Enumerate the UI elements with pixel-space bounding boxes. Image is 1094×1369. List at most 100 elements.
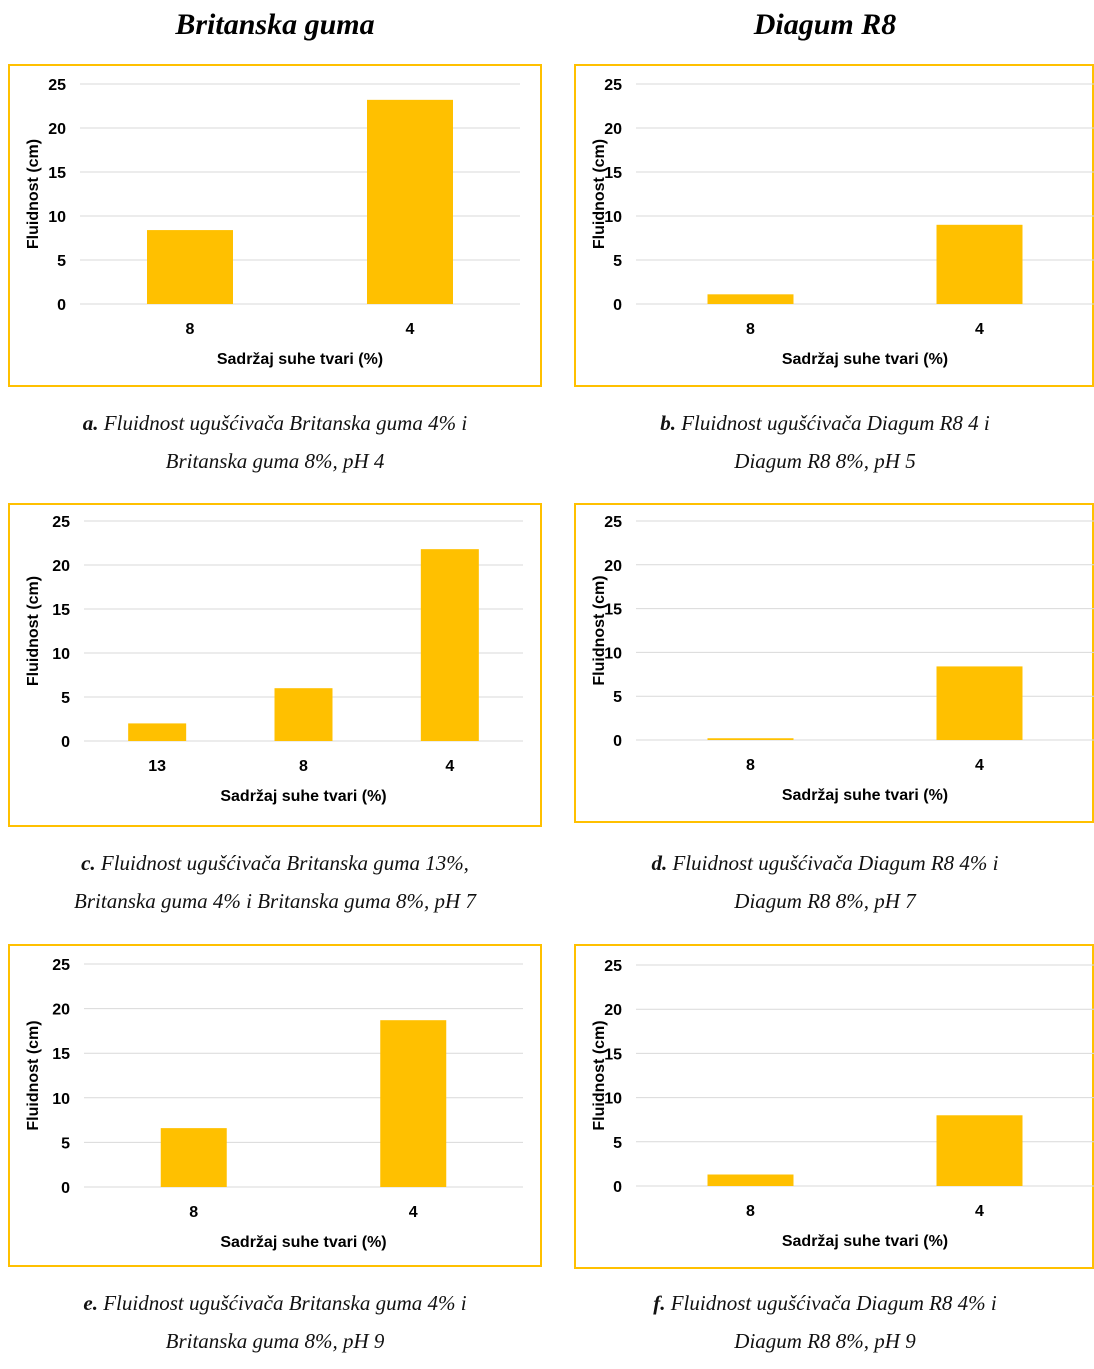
caption-b-letter: b. xyxy=(660,411,676,435)
chart-d-xtick-label: 8 xyxy=(746,757,755,774)
caption-c-letter: c. xyxy=(81,851,96,875)
caption-f-line2: Diagum R8 8%, pH 9 xyxy=(734,1329,916,1353)
chart-d-ytick-label: 0 xyxy=(613,733,622,750)
chart-d-svg: 0 5 10 15 20 25 8 4 Sadržaj suhe tvari (%) Fluidn… xyxy=(574,503,1094,823)
chart-f-bar-8 xyxy=(707,1174,794,1186)
chart-e-xtick-label: 4 xyxy=(409,1204,418,1221)
chart-d-ytick-label: 15 xyxy=(604,602,622,619)
chart-d-frame xyxy=(574,503,1094,823)
chart-c-xtick-label: 8 xyxy=(299,758,308,775)
chart-e-ytick-label: 10 xyxy=(52,1091,70,1108)
chart-e-ylabel: Fluidnost (cm) xyxy=(25,1020,42,1130)
chart-d-ytick-label: 20 xyxy=(604,558,622,575)
chart-c-ytick-label: 5 xyxy=(61,690,70,707)
chart-a-xtick-label: 8 xyxy=(186,321,195,338)
chart-c-ytick-label: 0 xyxy=(61,734,70,751)
chart-f-xtick-label: 4 xyxy=(975,1203,984,1220)
chart-e-ytick-label: 25 xyxy=(52,957,70,974)
chart-e-xtick-label: 8 xyxy=(189,1204,198,1221)
caption-f-letter: f. xyxy=(653,1291,666,1315)
caption-e-line2: Britanska guma 8%, pH 9 xyxy=(165,1329,385,1353)
chart-b-bar-8 xyxy=(707,294,794,304)
chart-d-ytick-label: 10 xyxy=(604,645,622,662)
chart-d-xlabel: Sadržaj suhe tvari (%) xyxy=(782,787,948,804)
chart-d-ytick-label: 5 xyxy=(613,689,622,706)
chart-b-svg: 0 5 10 15 20 25 8 4 Sadržaj suhe tvari (%) Fluidn… xyxy=(574,64,1094,387)
caption-e-line1: Fluidnost ugušćivača Britanska guma 4% i xyxy=(97,1291,467,1315)
chart-panel-b: 0 5 10 15 20 25 8 4 Sadržaj suhe tvari (%) Fluidn… xyxy=(574,64,1094,387)
chart-panel-c: 0 5 10 15 20 25 13 8 4 Sadržaj suhe tvari (%) Flui… xyxy=(8,503,542,827)
chart-a-ytick-label: 5 xyxy=(57,253,66,270)
chart-b-ytick-label: 15 xyxy=(604,165,622,182)
chart-c-xtick-label: 13 xyxy=(148,758,166,775)
chart-f-ytick-label: 10 xyxy=(604,1091,622,1108)
caption-f: f. Fluidnost ugušćivača Diagum R8 4% i D… xyxy=(555,1284,1094,1360)
chart-f-ytick-label: 20 xyxy=(604,1002,622,1019)
chart-d-ytick-label: 25 xyxy=(604,514,622,531)
chart-d-ylabel: Fluidnost (cm) xyxy=(591,575,608,685)
caption-d-line1: Fluidnost ugušćivača Diagum R8 4% i xyxy=(667,851,999,875)
chart-a-xtick-label: 4 xyxy=(406,321,415,338)
chart-b-xlabel: Sadržaj suhe tvari (%) xyxy=(782,351,948,368)
chart-e-ytick-label: 15 xyxy=(52,1046,70,1063)
chart-panel-a: 0 5 10 15 20 25 8 4 Sadržaj suhe tvari (%) Fluidn… xyxy=(8,64,542,387)
caption-a-letter: a. xyxy=(82,411,99,435)
chart-e-bar-4 xyxy=(380,1020,447,1187)
column-header-left: Britanska guma xyxy=(175,8,375,41)
caption-b-line1: Fluidnost ugušćivača Diagum R8 4 i xyxy=(675,411,990,435)
chart-c-xlabel: Sadržaj suhe tvari (%) xyxy=(220,788,386,805)
caption-a-line1: Fluidnost ugušćivača Britanska guma 4% i xyxy=(98,411,468,435)
caption-c-line1: Fluidnost ugušćivača Britanska guma 13%, xyxy=(95,851,469,875)
chart-e-xlabel: Sadržaj suhe tvari (%) xyxy=(220,1234,386,1251)
chart-panel-d: 0 5 10 15 20 25 8 4 Sadržaj suhe tvari (%) Fluidn… xyxy=(574,503,1094,823)
caption-a: a. Fluidnost ugušćivača Britanska guma 4… xyxy=(5,404,545,480)
chart-b-bar-4 xyxy=(936,224,1023,304)
chart-f-xtick-label: 8 xyxy=(746,1203,755,1220)
chart-a-svg: 0 5 10 15 20 25 8 4 Sadržaj suhe tvari (%) Fluidn… xyxy=(8,64,542,387)
chart-c-bar-13 xyxy=(128,723,187,741)
chart-a-ytick-label: 15 xyxy=(48,165,66,182)
caption-c-line2: Britanska guma 4% i Britanska guma 8%, p… xyxy=(74,889,476,913)
caption-f-line1: Fluidnost ugušćivača Diagum R8 4% i xyxy=(665,1291,997,1315)
chart-e-ytick-label: 5 xyxy=(61,1135,70,1152)
chart-a-frame xyxy=(8,64,542,387)
chart-b-ytick-label: 5 xyxy=(613,253,622,270)
chart-c-ytick-label: 15 xyxy=(52,602,70,619)
chart-c-ylabel: Fluidnost (cm) xyxy=(25,576,42,686)
chart-a-ytick-label: 0 xyxy=(57,297,66,314)
chart-e-ytick-label: 20 xyxy=(52,1002,70,1019)
chart-c-bar-8 xyxy=(274,688,333,741)
chart-b-ytick-label: 10 xyxy=(604,209,622,226)
chart-e-frame xyxy=(8,944,542,1267)
chart-e-svg: 0 5 10 15 20 25 8 4 Sadržaj suhe tvari (%) Fluidn… xyxy=(8,944,542,1267)
chart-a-ytick-label: 20 xyxy=(48,121,66,138)
chart-b-xtick-label: 8 xyxy=(746,321,755,338)
chart-f-xlabel: Sadržaj suhe tvari (%) xyxy=(782,1233,948,1250)
chart-d-bar-8 xyxy=(707,738,794,740)
chart-f-ytick-label: 15 xyxy=(604,1046,622,1063)
chart-f-bar-4 xyxy=(936,1115,1023,1186)
chart-b-ylabel: Fluidnost (cm) xyxy=(591,139,608,249)
caption-e: e. Fluidnost ugušćivača Britanska guma 4… xyxy=(5,1284,545,1360)
chart-b-ytick-label: 20 xyxy=(604,121,622,138)
chart-b-ytick-label: 0 xyxy=(613,297,622,314)
chart-a-ytick-label: 10 xyxy=(48,209,66,226)
chart-d-xtick-label: 4 xyxy=(975,757,984,774)
chart-d-bar-4 xyxy=(936,666,1023,740)
chart-f-ytick-label: 0 xyxy=(613,1179,622,1196)
chart-b-xtick-label: 4 xyxy=(975,321,984,338)
caption-b-line2: Diagum R8 8%, pH 5 xyxy=(734,449,916,473)
chart-c-bar-4 xyxy=(420,549,479,741)
chart-f-svg: 0 5 10 15 20 25 8 4 Sadržaj suhe tvari (%) Fluidn… xyxy=(574,944,1094,1269)
chart-f-ytick-label: 5 xyxy=(613,1135,622,1152)
caption-c: c. Fluidnost ugušćivača Britanska guma 1… xyxy=(5,844,545,920)
chart-c-svg: 0 5 10 15 20 25 13 8 4 Sadržaj suhe tvari (%) Flui… xyxy=(8,503,542,827)
chart-c-ytick-label: 20 xyxy=(52,558,70,575)
chart-a-bar-4 xyxy=(367,99,453,304)
chart-c-ytick-label: 10 xyxy=(52,646,70,663)
caption-b: b. Fluidnost ugušćivača Diagum R8 4 i Di… xyxy=(555,404,1094,480)
chart-c-ytick-label: 25 xyxy=(52,514,70,531)
column-header-right: Diagum R8 xyxy=(753,8,897,41)
chart-a-xlabel: Sadržaj suhe tvari (%) xyxy=(217,351,383,368)
chart-a-bar-8 xyxy=(147,230,233,304)
